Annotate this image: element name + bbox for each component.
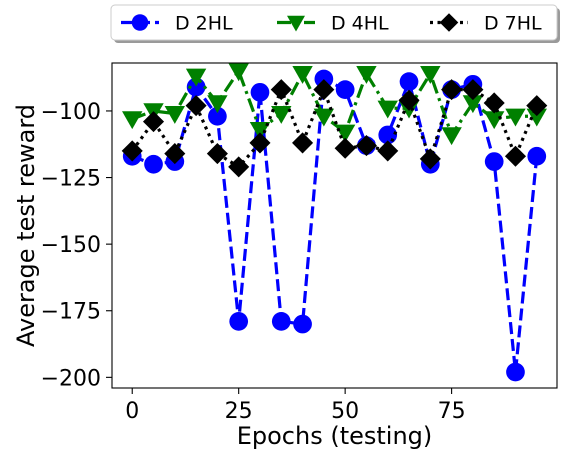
point-d-4hl [271, 105, 292, 124]
axes: 0 25 50 75 −100 −125 −150 −175 −200 [41, 62, 558, 424]
x-tick-label: 50 [331, 399, 359, 424]
point-d-4hl [441, 127, 462, 146]
point-d-4hl [164, 105, 186, 124]
point-d-4hl [377, 100, 398, 119]
legend: D 2HL D 4HL D 7HL [110, 4, 560, 43]
legend-label-d-4hl: D 4HL [331, 13, 389, 35]
point-d-4hl [207, 95, 228, 114]
point-d-7hl [206, 143, 228, 165]
y-tick-label: −100 [41, 100, 101, 125]
point-d-2hl [144, 154, 163, 174]
point-d-4hl [334, 124, 356, 143]
point-d-7hl [121, 140, 143, 162]
legend-marker-d-7hl [439, 13, 459, 32]
legend-marker-d-2hl [131, 14, 149, 31]
point-d-2hl [484, 152, 504, 171]
point-d-2hl [399, 72, 419, 91]
point-d-2hl [335, 80, 355, 99]
x-axis-label: Epochs (testing) [237, 422, 433, 450]
point-d-4hl [292, 66, 313, 84]
point-d-4hl [356, 66, 377, 84]
point-d-4hl [313, 108, 335, 127]
point-d-2hl [314, 69, 334, 89]
point-d-4hl [122, 111, 143, 130]
point-d-7hl [142, 111, 165, 133]
point-d-7hl [334, 137, 356, 159]
legend-label-d-2hl: D 2HL [175, 13, 233, 35]
point-d-7hl [441, 79, 463, 101]
point-d-7hl [483, 92, 505, 114]
point-d-7hl [185, 95, 207, 117]
point-d-7hl [355, 135, 377, 157]
point-d-4hl [228, 63, 249, 82]
point-d-7hl [462, 79, 484, 101]
x-tick-label: 25 [225, 399, 253, 424]
point-d-4hl [505, 108, 526, 127]
point-d-2hl [506, 362, 525, 382]
point-d-4hl [462, 95, 484, 114]
point-d-4hl [483, 111, 505, 130]
point-d-7hl [228, 156, 250, 178]
y-tick-label: −175 [41, 300, 101, 325]
series-line-d-4hl [131, 69, 537, 137]
y-tick-label: −150 [41, 233, 101, 258]
legend-box [110, 4, 558, 41]
y-axis-label: Average test reward [12, 104, 40, 347]
x-tick-label: 0 [125, 399, 139, 424]
plot-area [121, 63, 548, 382]
point-d-7hl [249, 132, 271, 154]
point-d-7hl [313, 79, 335, 101]
point-d-2hl [293, 314, 312, 334]
x-tick-label: 75 [438, 399, 466, 424]
point-d-4hl [420, 66, 441, 84]
y-tick-label: −125 [41, 167, 101, 192]
point-d-7hl [398, 89, 420, 111]
y-tick-label: −200 [41, 366, 101, 391]
point-d-7hl [292, 132, 314, 154]
axes-frame [111, 62, 558, 389]
point-d-4hl [185, 68, 207, 87]
point-d-4hl [249, 121, 271, 140]
point-d-7hl [504, 145, 527, 167]
point-d-7hl [377, 140, 399, 162]
point-d-2hl [271, 312, 291, 331]
legend-label-d-7hl: D 7HL [484, 13, 542, 35]
point-d-4hl [526, 108, 547, 127]
point-d-7hl [270, 79, 292, 101]
point-d-7hl [164, 143, 186, 165]
legend-marker-d-4hl [287, 15, 305, 32]
point-d-7hl [526, 95, 548, 117]
point-d-2hl [250, 82, 270, 102]
point-d-7hl [419, 148, 441, 170]
point-d-2hl [527, 146, 547, 166]
point-d-2hl [208, 106, 227, 126]
point-d-2hl [229, 312, 249, 331]
